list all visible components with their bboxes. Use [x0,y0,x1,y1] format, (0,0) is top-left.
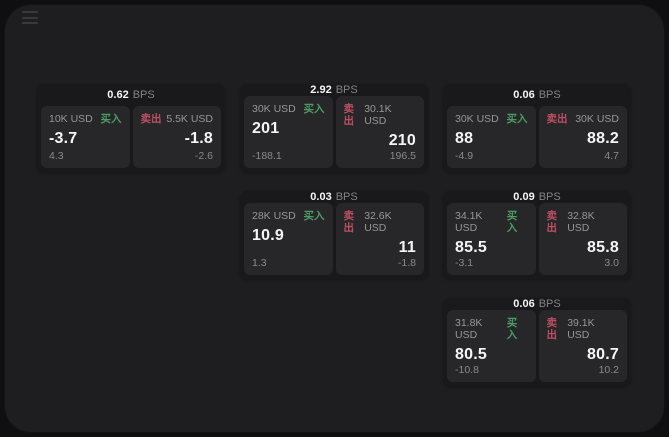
quote-card: 0.03 BPS 28K USD 买入 10.9 1.3 卖出 32.6K US… [240,191,428,279]
buy-amount: 34.1K USD [455,210,483,234]
sell-change: 4.7 [604,150,619,162]
sell-side-label: 卖出 [546,113,568,125]
buy-side-label: 买入 [506,210,518,234]
sell-panel[interactable]: 卖出 32.6K USD 11 -1.8 [335,203,424,275]
quote-card: 2.92 BPS 30K USD 买入 201 -188.1 卖出 30.1K … [240,84,428,172]
buy-change: -3.1 [455,257,474,269]
quote-card: 0.06 BPS 30K USD 买入 88 -4.9 卖出 30K USD [443,84,631,172]
sell-amount: 5.5K USD [166,113,213,125]
bps-header: 0.06 BPS [443,84,631,106]
buy-price: 201 [252,120,280,137]
bps-header: 0.09 BPS [443,191,631,203]
bps-unit-label: BPS [132,89,155,101]
sell-price: -1.8 [184,130,213,147]
quote-card: 0.62 BPS 10K USD 买入 -3.7 4.3 卖出 5.5K USD [37,84,225,172]
buy-panel[interactable]: 10K USD 买入 -3.7 4.3 [41,106,130,168]
sell-panel[interactable]: 卖出 39.1K USD 80.7 10.2 [538,310,627,382]
buy-side-label: 买入 [100,113,122,125]
menu-icon-bar [22,11,38,13]
bps-unit-label: BPS [335,84,358,96]
buy-change: 1.3 [252,257,267,269]
buy-panel[interactable]: 30K USD 买入 201 -188.1 [244,96,333,168]
buy-price: 10.9 [252,227,284,244]
buy-amount: 31.8K USD [455,317,483,341]
bps-header: 0.03 BPS [240,191,428,203]
sell-price: 88.2 [587,130,619,147]
sell-panel[interactable]: 卖出 32.8K USD 85.8 3.0 [538,203,627,275]
sell-side-label: 卖出 [343,210,355,234]
buy-change: -10.8 [455,364,479,376]
buy-amount: 30K USD [455,113,499,125]
buy-sell-panels: 10K USD 买入 -3.7 4.3 卖出 5.5K USD -1.8 -2.… [37,106,225,172]
buy-price: 85.5 [455,239,487,256]
sell-amount: 30.1K USD [364,103,392,127]
buy-panel[interactable]: 31.8K USD 买入 80.5 -10.8 [447,310,536,382]
bps-header: 0.06 BPS [443,298,631,310]
bps-unit-label: BPS [538,298,561,310]
bps-header: 2.92 BPS [240,84,428,96]
sell-amount: 30K USD [575,113,619,125]
buy-side-label: 买入 [506,317,518,341]
sell-side-label: 卖出 [546,210,558,234]
menu-icon-bar [22,22,38,24]
bps-unit-label: BPS [538,89,561,101]
buy-sell-panels: 30K USD 买入 201 -188.1 卖出 30.1K USD 210 1… [240,96,428,172]
sell-amount: 39.1K USD [567,317,595,341]
buy-price: -3.7 [49,130,78,147]
sell-change: -2.6 [194,150,213,162]
bps-unit-label: BPS [538,191,561,203]
bps-value: 2.92 [310,84,332,96]
buy-change: -188.1 [252,150,282,162]
buy-sell-panels: 31.8K USD 买入 80.5 -10.8 卖出 39.1K USD 80.… [443,310,631,386]
buy-panel[interactable]: 34.1K USD 买入 85.5 -3.1 [447,203,536,275]
menu-icon-bar [22,16,38,19]
bps-value: 0.06 [513,298,535,310]
bps-value: 0.06 [513,89,535,101]
buy-sell-panels: 30K USD 买入 88 -4.9 卖出 30K USD 88.2 4.7 [443,106,631,172]
sell-change: -1.8 [397,257,416,269]
bps-unit-label: BPS [335,191,358,203]
bps-header: 0.62 BPS [37,84,225,106]
sell-change: 196.5 [389,150,416,162]
sell-panel[interactable]: 卖出 30K USD 88.2 4.7 [538,106,627,168]
buy-amount: 30K USD [252,103,296,115]
buy-price: 88 [455,130,474,147]
sell-side-label: 卖出 [343,103,355,127]
buy-sell-panels: 28K USD 买入 10.9 1.3 卖出 32.6K USD 11 -1.8 [240,203,428,279]
buy-sell-panels: 34.1K USD 买入 85.5 -3.1 卖出 32.8K USD 85.8… [443,203,631,279]
sell-price: 80.7 [587,346,619,363]
sell-side-label: 卖出 [546,317,558,341]
sell-price: 11 [398,239,416,256]
buy-amount: 10K USD [49,113,93,125]
buy-change: 4.3 [49,150,64,162]
quote-card: 0.09 BPS 34.1K USD 买入 85.5 -3.1 卖出 32.8K… [443,191,631,279]
menu-icon[interactable] [22,11,38,24]
buy-panel[interactable]: 28K USD 买入 10.9 1.3 [244,203,333,275]
buy-side-label: 买入 [303,210,325,222]
bps-value: 0.03 [310,191,332,203]
sell-price: 85.8 [587,239,619,256]
sell-amount: 32.8K USD [567,210,595,234]
buy-amount: 28K USD [252,210,296,222]
sell-price: 210 [388,132,416,149]
sell-change: 10.2 [598,364,619,376]
sell-change: 3.0 [604,257,619,269]
buy-change: -4.9 [455,150,474,162]
sell-panel[interactable]: 卖出 5.5K USD -1.8 -2.6 [132,106,221,168]
quote-cards-grid: 0.62 BPS 10K USD 买入 -3.7 4.3 卖出 5.5K USD [37,84,631,386]
sell-panel[interactable]: 卖出 30.1K USD 210 196.5 [335,96,424,168]
buy-side-label: 买入 [303,103,325,115]
sell-side-label: 卖出 [140,113,162,125]
buy-side-label: 买入 [506,113,528,125]
quote-card: 0.06 BPS 31.8K USD 买入 80.5 -10.8 卖出 39.1… [443,298,631,386]
bps-value: 0.09 [513,191,535,203]
sell-amount: 32.6K USD [364,210,392,234]
buy-panel[interactable]: 30K USD 买入 88 -4.9 [447,106,536,168]
bps-value: 0.62 [107,89,129,101]
buy-price: 80.5 [455,346,487,363]
